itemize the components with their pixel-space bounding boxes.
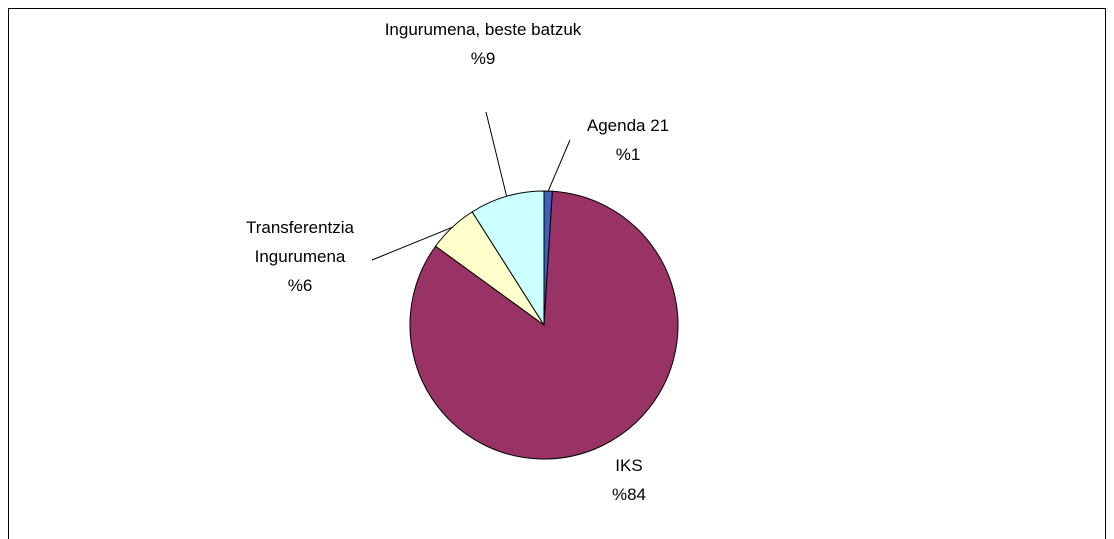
leader-line — [371, 226, 453, 261]
data-label: IKS %84 — [529, 451, 729, 509]
slice-name: IKS — [615, 456, 643, 475]
slice-name: Transferentzia Ingurumena — [245, 218, 355, 266]
leader-line — [485, 111, 508, 197]
slice-value: %6 — [287, 276, 313, 295]
slice-name: Agenda 21 — [586, 116, 670, 135]
data-label: Ingurumena, beste batzuk %9 — [383, 15, 583, 73]
slice-value: %1 — [615, 145, 641, 164]
slice-value: %84 — [611, 485, 647, 504]
slice-value: %9 — [470, 49, 496, 68]
slice-name: Ingurumena, beste batzuk — [384, 20, 582, 39]
leader-line — [547, 139, 571, 192]
data-label: Agenda 21 %1 — [528, 111, 728, 169]
chart-frame — [8, 8, 1106, 539]
data-label: Transferentzia Ingurumena %6 — [200, 213, 400, 300]
